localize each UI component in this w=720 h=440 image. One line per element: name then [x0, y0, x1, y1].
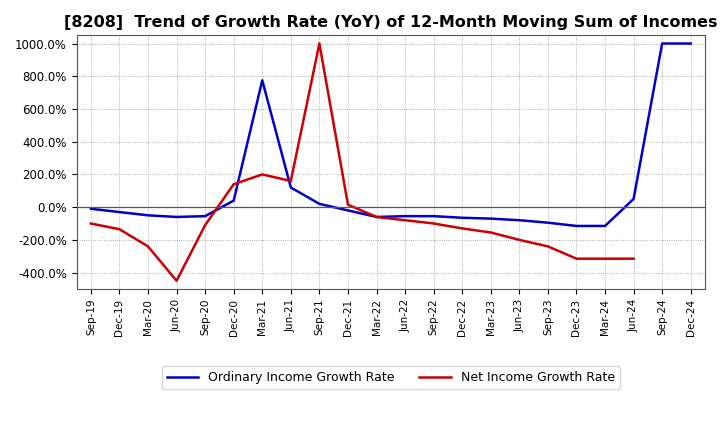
Net Income Growth Rate: [600, 256, 609, 261]
Ordinary Income Growth Rate: [86, 206, 95, 211]
Ordinary Income Growth Rate: [429, 213, 438, 219]
Net Income Growth Rate: [515, 237, 523, 242]
Net Income Growth Rate: [115, 227, 124, 232]
Ordinary Income Growth Rate: [544, 220, 552, 225]
Ordinary Income Growth Rate: [572, 224, 581, 229]
Net Income Growth Rate: [629, 256, 638, 261]
Ordinary Income Growth Rate: [115, 209, 124, 215]
Net Income Growth Rate: [201, 223, 210, 228]
Ordinary Income Growth Rate: [315, 201, 324, 206]
Ordinary Income Growth Rate: [258, 78, 266, 83]
Ordinary Income Growth Rate: [201, 213, 210, 219]
Net Income Growth Rate: [315, 41, 324, 46]
Net Income Growth Rate: [429, 221, 438, 226]
Net Income Growth Rate: [401, 218, 410, 223]
Net Income Growth Rate: [86, 221, 95, 226]
Ordinary Income Growth Rate: [172, 214, 181, 220]
Ordinary Income Growth Rate: [600, 224, 609, 229]
Ordinary Income Growth Rate: [343, 208, 352, 213]
Ordinary Income Growth Rate: [686, 41, 695, 46]
Net Income Growth Rate: [487, 230, 495, 235]
Ordinary Income Growth Rate: [372, 214, 381, 220]
Legend: Ordinary Income Growth Rate, Net Income Growth Rate: Ordinary Income Growth Rate, Net Income …: [162, 366, 620, 389]
Ordinary Income Growth Rate: [287, 185, 295, 190]
Net Income Growth Rate: [172, 278, 181, 283]
Net Income Growth Rate: [343, 202, 352, 207]
Ordinary Income Growth Rate: [515, 218, 523, 223]
Net Income Growth Rate: [572, 256, 581, 261]
Ordinary Income Growth Rate: [230, 198, 238, 203]
Line: Ordinary Income Growth Rate: Ordinary Income Growth Rate: [91, 44, 690, 226]
Ordinary Income Growth Rate: [458, 215, 467, 220]
Net Income Growth Rate: [258, 172, 266, 177]
Ordinary Income Growth Rate: [658, 41, 667, 46]
Net Income Growth Rate: [544, 244, 552, 249]
Net Income Growth Rate: [230, 182, 238, 187]
Ordinary Income Growth Rate: [487, 216, 495, 221]
Ordinary Income Growth Rate: [144, 213, 153, 218]
Net Income Growth Rate: [372, 214, 381, 220]
Net Income Growth Rate: [144, 244, 153, 249]
Ordinary Income Growth Rate: [401, 213, 410, 219]
Title: [8208]  Trend of Growth Rate (YoY) of 12-Month Moving Sum of Incomes: [8208] Trend of Growth Rate (YoY) of 12-…: [64, 15, 718, 30]
Ordinary Income Growth Rate: [629, 196, 638, 202]
Net Income Growth Rate: [458, 226, 467, 231]
Net Income Growth Rate: [287, 178, 295, 183]
Line: Net Income Growth Rate: Net Income Growth Rate: [91, 44, 634, 281]
